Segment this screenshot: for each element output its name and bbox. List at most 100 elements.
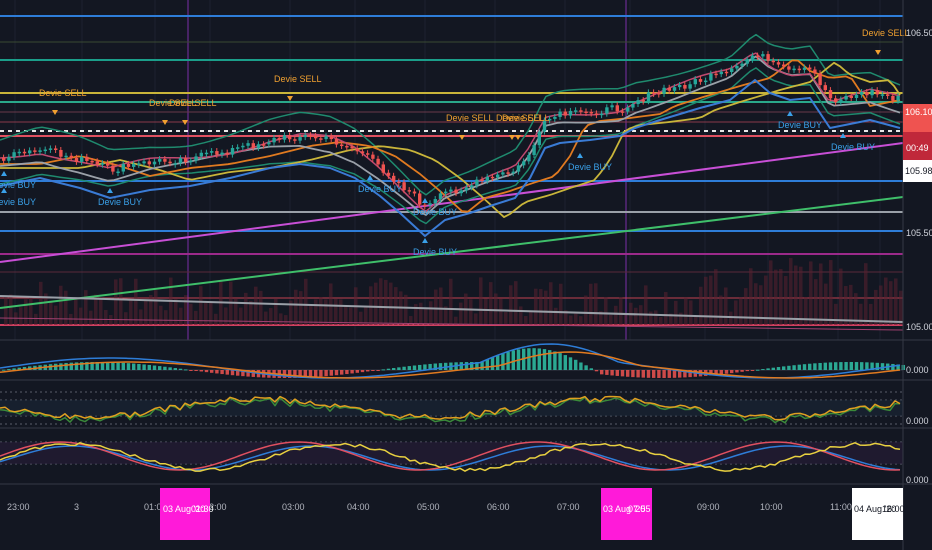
macd-histogram-bar xyxy=(220,370,224,375)
time-tick-label: 05:00 xyxy=(417,502,440,512)
volume-bar xyxy=(129,299,133,325)
candle xyxy=(184,158,188,163)
candle xyxy=(314,135,318,139)
candle xyxy=(880,94,885,96)
candle xyxy=(844,95,848,100)
candle xyxy=(106,163,110,166)
candle xyxy=(797,68,801,71)
buy-signal-marker xyxy=(840,133,846,138)
macd-histogram-bar xyxy=(485,359,489,370)
volume-bar xyxy=(734,300,738,325)
volume-bar xyxy=(364,306,368,325)
time-highlight-date: 04 Aug '20 xyxy=(854,504,896,514)
sell-signal-label: Devie SELL xyxy=(496,113,544,123)
volume-bar xyxy=(554,307,558,325)
volume-bar xyxy=(119,278,123,325)
volume-bar xyxy=(729,311,733,325)
macd-histogram-bar xyxy=(610,370,614,376)
macd-histogram-bar xyxy=(490,357,495,370)
candle xyxy=(818,73,822,86)
candle xyxy=(272,137,276,143)
volume-bar xyxy=(724,287,728,325)
volume-bar xyxy=(864,263,868,325)
volume-bar xyxy=(569,315,573,325)
candle xyxy=(490,176,495,179)
macd-histogram-bar xyxy=(553,351,557,370)
rsi-secondary-line xyxy=(0,396,901,424)
volume-bar xyxy=(114,279,118,325)
volume-bar xyxy=(769,260,773,325)
volume-bar xyxy=(794,265,798,325)
time-axis[interactable]: 23:00 3 01:00 02:00 03:00 04:00 05:00 06:00 07:0… xyxy=(7,488,905,540)
volume-bar xyxy=(59,285,63,325)
macd-histogram-bar xyxy=(719,370,723,375)
macd-histogram-bar xyxy=(724,370,729,374)
candle xyxy=(376,158,380,165)
volume-bar xyxy=(509,285,513,325)
volume-bar xyxy=(809,261,813,325)
price-axis[interactable]: 0.000 0.000 0.000 106.500 106.105 00:49 105.98… xyxy=(902,0,932,550)
macd-pane[interactable] xyxy=(0,340,905,380)
current-price-tag xyxy=(903,104,932,132)
candle xyxy=(688,84,692,89)
candle xyxy=(2,157,6,161)
candle xyxy=(610,105,614,108)
volume-bar xyxy=(404,294,408,325)
macd-line xyxy=(0,343,901,379)
macd-histogram-bar xyxy=(470,362,474,370)
macd-histogram-bar xyxy=(730,370,734,374)
volume-bar xyxy=(49,300,53,325)
buy-signal-label: Devie BUY xyxy=(413,207,457,217)
macd-histogram-bar xyxy=(126,363,131,370)
moving-average-blue xyxy=(0,79,901,237)
macd-histogram-bar xyxy=(106,362,110,370)
macd-histogram-bar xyxy=(834,362,838,370)
buy-signal-label: Devie BUY xyxy=(831,142,875,152)
macd-histogram-bar xyxy=(116,362,120,370)
macd-histogram-bar xyxy=(433,363,437,370)
volume-bar xyxy=(314,299,318,325)
macd-histogram-bar xyxy=(438,363,443,370)
macd-histogram-bar xyxy=(735,370,739,373)
macd-histogram-bar xyxy=(360,370,365,373)
macd-histogram-bar xyxy=(563,355,567,370)
macd-axis-label: 0.000 xyxy=(906,365,929,375)
volume-bar xyxy=(819,263,823,325)
bollinger-upper xyxy=(0,33,901,196)
macd-histogram-bar xyxy=(381,369,385,371)
volume-bar xyxy=(104,309,108,325)
candle xyxy=(485,176,489,182)
macd-histogram-bar xyxy=(818,362,822,370)
macd-histogram-bar xyxy=(506,351,510,370)
ref-price-tag xyxy=(903,160,932,182)
volume-bar xyxy=(614,305,618,325)
macd-histogram-bar xyxy=(95,362,99,370)
volume-bar xyxy=(459,302,463,325)
macd-histogram-bar xyxy=(568,357,573,370)
rsi-axis-label: 0.000 xyxy=(906,416,929,426)
macd-histogram-bar xyxy=(2,369,6,371)
candle xyxy=(329,136,333,140)
macd-histogram-bar xyxy=(355,370,359,373)
macd-histogram-bar xyxy=(402,366,406,370)
rsi-pane[interactable] xyxy=(0,380,903,428)
time-tick-label: 09:00 xyxy=(697,502,720,512)
volume-bar xyxy=(709,275,713,325)
candle xyxy=(111,165,115,172)
volume-bar xyxy=(529,310,533,325)
buy-signal-marker xyxy=(422,238,428,243)
volume-bar xyxy=(804,297,808,325)
candle xyxy=(501,172,505,175)
candle xyxy=(782,64,786,67)
candle xyxy=(568,110,573,116)
stoch-pane[interactable] xyxy=(0,428,903,484)
volume-bar xyxy=(879,285,883,325)
macd-histogram-bar xyxy=(532,348,536,370)
volume-bar xyxy=(134,278,138,325)
time-highlight-bg xyxy=(601,488,652,540)
candle xyxy=(428,203,432,206)
macd-histogram-bar xyxy=(366,370,370,372)
price-tick-label: 105.000 xyxy=(906,322,932,332)
